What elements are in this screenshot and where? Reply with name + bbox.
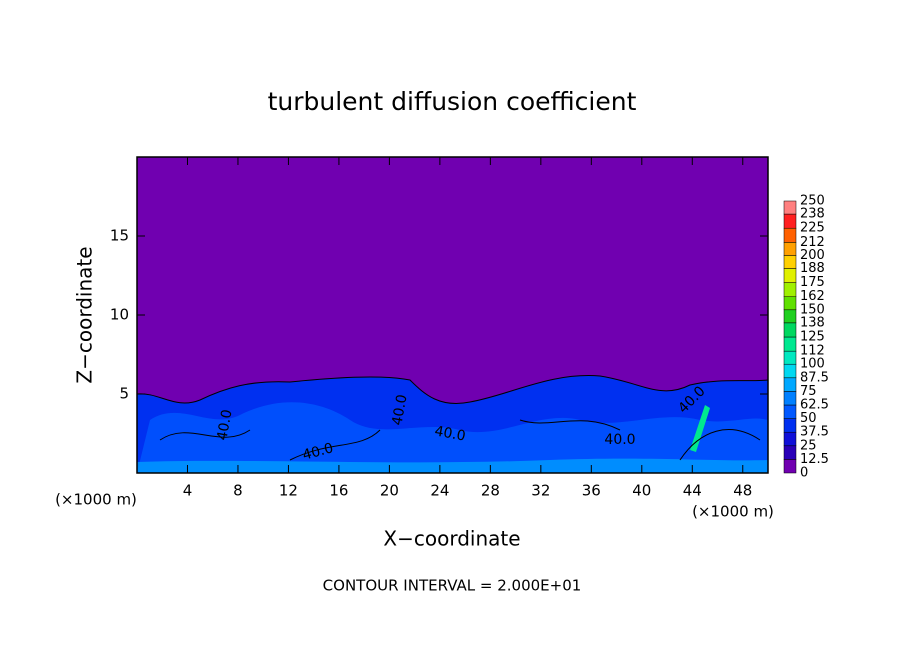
colorbar-label: 162 <box>800 289 825 304</box>
contour-line <box>159 419 761 461</box>
colorbar-label: 150 <box>800 302 825 317</box>
colorbar-label: 75 <box>800 384 817 399</box>
x-tick-label: 28 <box>481 482 500 500</box>
colorbar-swatch <box>783 404 797 419</box>
contour-label: 40.0 <box>301 440 335 464</box>
x-tick-label: 48 <box>733 482 752 500</box>
contour-label: 40.0 <box>214 408 235 441</box>
turbulent-core <box>137 402 768 473</box>
colorbar-swatch <box>783 227 797 243</box>
colorbar-label: 50 <box>800 411 817 426</box>
colorbar-swatch <box>783 459 797 474</box>
x-tick-label: 24 <box>430 482 449 500</box>
colorbar-swatch <box>783 391 797 406</box>
colorbar-swatch <box>783 377 797 392</box>
colorbar-swatch <box>783 363 797 379</box>
x-tick-label: 8 <box>233 482 243 500</box>
colorbar-label: 250 <box>800 194 825 209</box>
colorbar-label: 37.5 <box>800 425 829 440</box>
contour-label: 40.0 <box>389 393 410 426</box>
x-unit: (×1000 m) <box>692 503 774 521</box>
colorbar-label: 12.5 <box>800 452 829 467</box>
colorbar-swatch <box>783 322 797 338</box>
colorbar-label: 175 <box>800 275 825 290</box>
colorbar-label: 212 <box>800 235 825 250</box>
x-tick-label: 32 <box>531 482 550 500</box>
streak <box>690 405 710 452</box>
colorbar-label: 25 <box>800 438 817 453</box>
y-tick-label: 10 <box>110 306 129 324</box>
x-tick-label: 16 <box>329 482 348 500</box>
colorbar-label: 0 <box>800 466 808 481</box>
x-tick-label: 44 <box>683 482 702 500</box>
y-unit: (×1000 m) <box>55 491 137 509</box>
x-axis-label: X−coordinate <box>383 527 520 551</box>
colorbar-label: 225 <box>800 221 825 236</box>
x-tick-label: 4 <box>183 482 193 500</box>
x-tick-label: 36 <box>582 482 601 500</box>
x-tick-label: 12 <box>279 482 298 500</box>
colorbar-swatch <box>783 418 797 433</box>
y-tick-label: 15 <box>110 227 129 245</box>
colorbar-swatch <box>783 350 797 365</box>
contour-label: 40.0 <box>433 423 466 444</box>
footnote: CONTOUR INTERVAL = 2.000E+01 <box>323 577 582 595</box>
colorbar-swatch <box>783 309 797 324</box>
colorbar-label: 125 <box>800 330 825 345</box>
colorbar-swatch <box>783 200 797 215</box>
chart-title: turbulent diffusion coefficient <box>268 87 637 116</box>
colorbar-swatch <box>783 282 797 297</box>
turbulent-base <box>137 458 768 473</box>
colorbar-label: 188 <box>800 261 825 276</box>
colorbar-label: 238 <box>800 207 825 222</box>
colorbar-label: 200 <box>800 248 825 263</box>
colorbar-label: 62.5 <box>800 398 829 413</box>
colorbar-swatch <box>783 268 797 283</box>
x-tick-label: 40 <box>632 482 651 500</box>
colorbar-label: 100 <box>800 357 825 372</box>
colorbar-swatch <box>783 336 797 352</box>
colorbar-swatch <box>783 431 797 447</box>
y-axis-label: Z−coordinate <box>73 246 97 383</box>
contour-label: 40.0 <box>604 432 635 448</box>
colorbar-swatch <box>783 213 797 229</box>
colorbar-swatch <box>783 296 797 311</box>
x-tick-label: 20 <box>380 482 399 500</box>
colorbar-swatch <box>783 242 797 256</box>
colorbar-label: 138 <box>800 315 825 330</box>
y-tick-label: 5 <box>119 385 129 403</box>
colorbar-label: 87.5 <box>800 370 829 385</box>
colorbar-label: 112 <box>800 344 825 359</box>
colorbar-swatch <box>783 445 797 460</box>
colorbar-swatch <box>783 255 797 269</box>
